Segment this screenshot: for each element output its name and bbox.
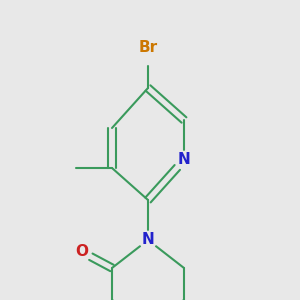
Circle shape (140, 232, 157, 248)
Text: O: O (76, 244, 88, 260)
Circle shape (74, 244, 91, 260)
Circle shape (176, 152, 193, 169)
Text: N: N (142, 232, 154, 247)
Circle shape (133, 33, 163, 63)
Text: N: N (178, 152, 190, 167)
Text: Br: Br (138, 40, 158, 56)
